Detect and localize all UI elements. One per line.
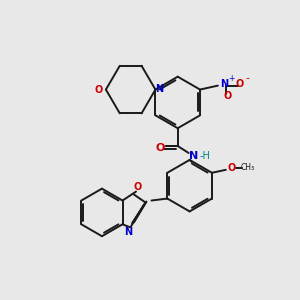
Text: N: N: [189, 151, 198, 161]
Text: O: O: [134, 182, 142, 192]
Text: O: O: [95, 85, 103, 94]
Text: CH₃: CH₃: [241, 163, 255, 172]
Text: -H: -H: [199, 151, 210, 161]
Text: O: O: [228, 163, 236, 173]
Text: -: -: [246, 73, 250, 83]
Text: N: N: [155, 84, 164, 94]
Text: O: O: [224, 91, 232, 100]
Text: N: N: [220, 79, 228, 88]
Text: O: O: [155, 143, 165, 153]
Text: N: N: [124, 227, 132, 237]
Text: O: O: [236, 79, 244, 88]
Text: +: +: [229, 74, 235, 83]
